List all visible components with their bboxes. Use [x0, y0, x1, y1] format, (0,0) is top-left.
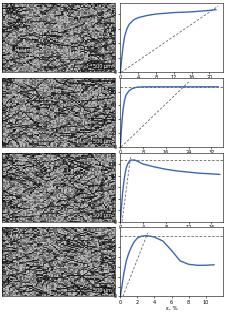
Y-axis label: σ, MPa: σ, MPa	[101, 253, 106, 271]
Text: (b): (b)	[4, 80, 14, 87]
X-axis label: ε, %: ε, %	[166, 82, 177, 87]
X-axis label: ε, %: ε, %	[166, 156, 177, 161]
Y-axis label: σ, MPa: σ, MPa	[104, 103, 109, 121]
Text: (a): (a)	[4, 6, 14, 12]
Y-axis label: σ, MPa: σ, MPa	[104, 29, 109, 47]
Text: 500 µm: 500 µm	[93, 64, 112, 69]
Text: 500 µm: 500 µm	[93, 139, 112, 144]
Text: 500 µm: 500 µm	[93, 213, 112, 218]
Text: (c): (c)	[4, 155, 14, 162]
X-axis label: ε, %: ε, %	[166, 306, 177, 311]
Y-axis label: σ, MPa: σ, MPa	[101, 178, 106, 196]
Text: 500 µm: 500 µm	[93, 288, 112, 293]
X-axis label: ε, %: ε, %	[166, 231, 177, 236]
Text: (d): (d)	[4, 230, 14, 236]
